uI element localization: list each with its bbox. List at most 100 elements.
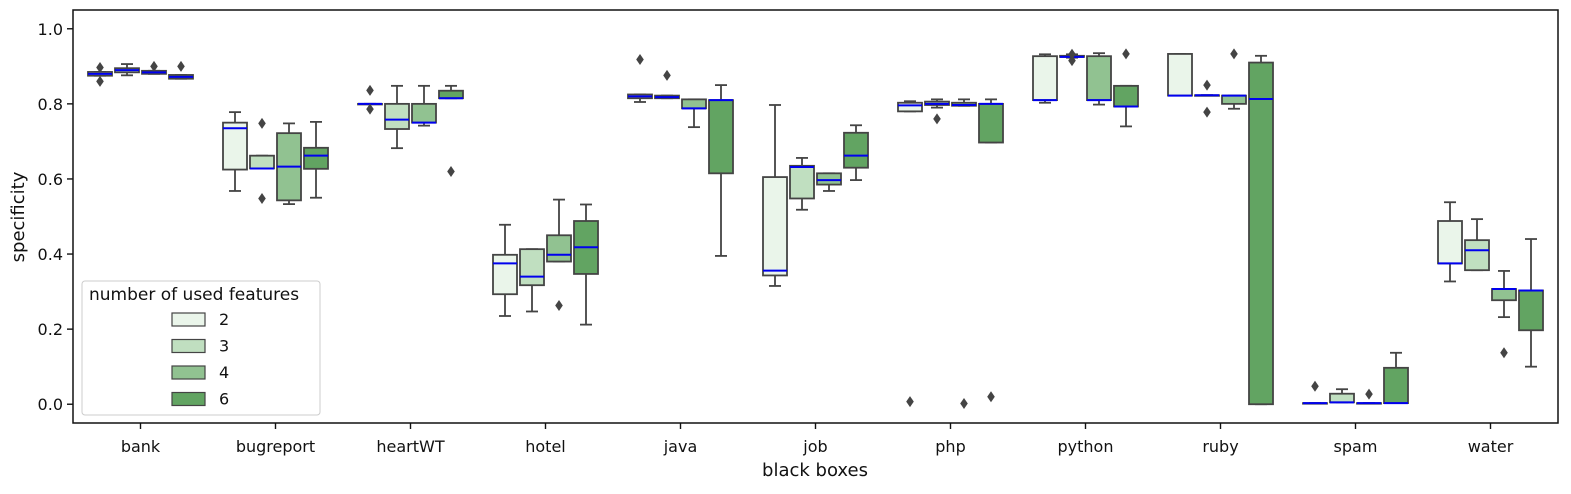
box-water-4	[1491, 270, 1517, 359]
x-tick-label: ruby	[1202, 437, 1238, 456]
outlier-marker	[987, 391, 995, 403]
outlier-marker	[933, 113, 941, 125]
x-tick-label: php	[935, 437, 965, 456]
box-python-4	[1086, 52, 1112, 106]
y-tick-label: 0.6	[38, 170, 63, 189]
box-body	[249, 154, 275, 170]
outlier-marker	[555, 299, 563, 311]
outlier-marker	[906, 396, 914, 408]
box-body	[411, 102, 437, 124]
box-water-3	[1464, 218, 1490, 272]
box-bugreport-2	[222, 111, 248, 192]
legend-title: number of used features	[89, 285, 299, 305]
box-python-2	[1032, 53, 1058, 104]
box-body	[546, 234, 572, 263]
legend-swatch	[171, 312, 206, 327]
outlier-marker	[96, 75, 104, 87]
y-tick-label: 0.2	[38, 320, 63, 339]
outlier-marker	[96, 61, 104, 73]
box-body	[384, 102, 410, 130]
box-job-4	[816, 172, 842, 192]
outlier-marker	[1230, 48, 1238, 60]
box-python-6	[1113, 48, 1139, 128]
box-body	[1491, 288, 1517, 302]
legend: number of used features 2 3 4 6	[81, 280, 321, 416]
x-tick-label: python	[1058, 437, 1114, 456]
outlier-marker	[1203, 79, 1211, 91]
box-ruby-2	[1167, 53, 1193, 97]
outlier-marker	[366, 84, 374, 96]
box-body	[438, 89, 464, 100]
box-body	[222, 121, 248, 171]
x-tick-label: job	[802, 437, 827, 456]
x-tick-label: hotel	[525, 437, 566, 456]
box-body	[1086, 55, 1112, 102]
legend-entry-label: 2	[219, 310, 229, 329]
x-tick-label: water	[1468, 437, 1514, 456]
plot-area	[87, 48, 1544, 409]
box-bank-2	[87, 61, 113, 87]
y-axis: 0.0 0.2 0.4 0.6 0.8 1.0	[38, 20, 73, 414]
box-body	[789, 164, 815, 200]
x-axis-label: black boxes	[762, 460, 868, 481]
box-spam-3	[1329, 388, 1355, 404]
box-body	[1248, 61, 1274, 406]
box-hotel-3	[519, 248, 545, 313]
box-body	[1437, 220, 1463, 265]
outlier-marker	[177, 60, 185, 72]
box-water-2	[1437, 201, 1463, 283]
x-tick-label: spam	[1334, 437, 1378, 456]
y-tick-label: 0.4	[38, 245, 63, 264]
x-axis: bank bugreport heartWT hotel java job php pytho…	[121, 423, 1514, 456]
box-body	[1167, 53, 1193, 97]
box-ruby-6	[1248, 54, 1274, 406]
box-heartWT-6	[438, 84, 464, 177]
x-tick-label: bank	[121, 437, 161, 456]
box-body	[897, 101, 923, 113]
box-ruby-4	[1221, 48, 1247, 110]
box-spam-6	[1383, 351, 1409, 405]
y-axis-label: specificity	[8, 171, 29, 262]
box-body	[1518, 289, 1544, 332]
legend-entry-label: 6	[219, 390, 229, 409]
box-body	[978, 102, 1004, 144]
outlier-marker	[1311, 380, 1319, 392]
box-body	[303, 146, 329, 170]
box-body	[816, 172, 842, 186]
outlier-marker	[1500, 347, 1508, 359]
box-java-4	[681, 98, 707, 129]
box-body	[708, 99, 734, 175]
x-tick-label: java	[663, 437, 698, 456]
legend-swatch	[171, 338, 206, 354]
outlier-marker	[150, 60, 158, 72]
box-body	[1464, 239, 1490, 272]
box-java-6	[708, 84, 734, 257]
box-heartWT-3	[384, 84, 410, 150]
box-bugreport-3	[249, 117, 275, 204]
x-tick-label: heartWT	[376, 437, 444, 456]
box-spam-4	[1356, 388, 1382, 405]
box-php-6	[978, 98, 1004, 403]
box-body	[681, 98, 707, 110]
box-water-6	[1518, 238, 1544, 368]
box-bank-6	[168, 60, 194, 80]
legend-entries: 2 3 4 6	[171, 310, 229, 409]
box-hotel-6	[573, 203, 599, 326]
outlier-marker	[960, 397, 968, 409]
outlier-marker	[1068, 55, 1076, 67]
legend-entry-label: 4	[219, 363, 229, 382]
box-php-3	[924, 98, 950, 125]
box-job-6	[843, 124, 869, 181]
box-bugreport-6	[303, 120, 329, 199]
y-tick-label: 0.8	[38, 95, 63, 114]
box-body	[519, 248, 545, 287]
box-heartWT-2	[357, 84, 383, 115]
box-job-2	[762, 104, 788, 287]
outlier-marker	[366, 103, 374, 115]
box-body	[843, 131, 869, 169]
box-body	[762, 176, 788, 277]
outlier-marker	[636, 54, 644, 66]
outlier-marker	[1068, 48, 1076, 60]
